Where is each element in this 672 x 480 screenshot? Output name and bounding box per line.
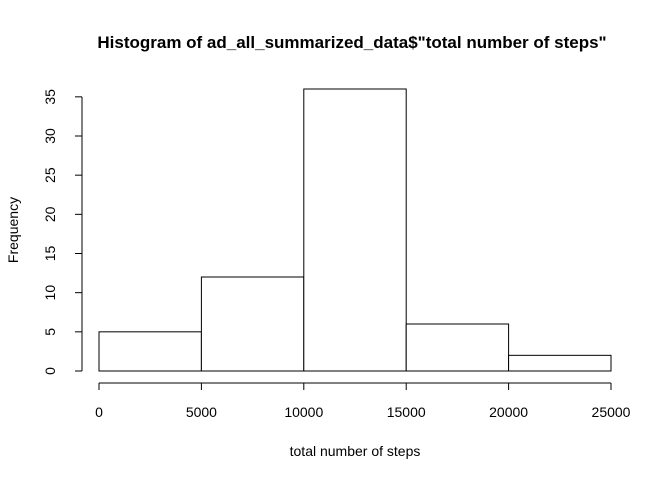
histogram-bar-1 [200,276,305,372]
x-axis: 0 5000 10000 15000 20000 25000 [95,382,631,420]
x-tick-label-2: 10000 [284,404,323,420]
y-tick-label-6: 30 [42,128,58,144]
histogram-bar-4 [508,354,612,372]
x-tick-label-3: 15000 [387,404,426,420]
y-tick-label-3: 15 [42,246,58,262]
y-tick-label-7: 35 [42,89,58,105]
x-tick-label-1: 5000 [186,404,217,420]
y-tick-label-5: 25 [42,167,58,183]
bars-group [98,88,612,372]
y-tick-label-1: 5 [42,328,58,336]
x-axis-label: total number of steps [290,443,421,459]
y-tick-label-4: 20 [42,206,58,222]
x-tick-label-0: 0 [95,404,103,420]
y-axis: 0 5 10 15 20 25 30 35 [42,89,83,375]
y-axis-label: Frequency [5,197,21,263]
x-tick-label-5: 25000 [592,404,631,420]
x-tick-label-4: 20000 [489,404,528,420]
histogram-bar-2 [303,88,407,372]
histogram-bar-3 [405,323,510,372]
y-tick-label-0: 0 [42,367,58,375]
histogram-bar-0 [98,331,202,372]
y-tick-label-2: 10 [42,285,58,301]
chart-title: Histogram of ad_all_summarized_data$"tot… [97,33,606,52]
